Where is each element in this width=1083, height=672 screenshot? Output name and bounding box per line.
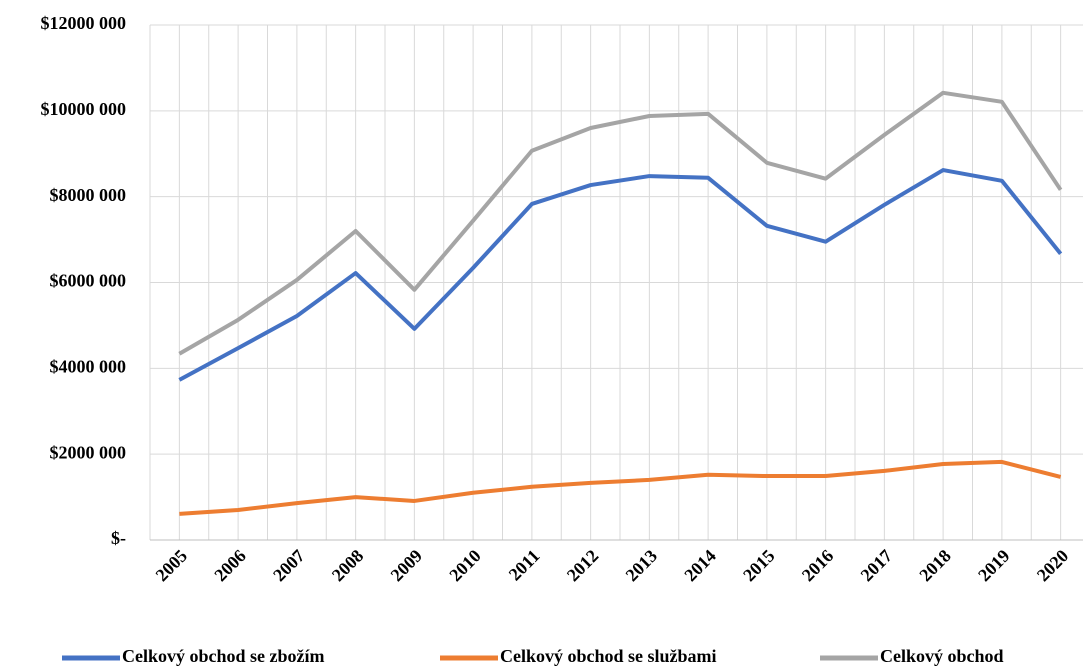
series-line — [178, 168, 1063, 382]
y-tick-label: $12000 000 — [41, 13, 127, 33]
legend-label: Celkový obchod — [880, 646, 1004, 666]
x-tick-label: 2006 — [210, 546, 250, 586]
legend-label: Celkový obchod se zbožím — [122, 646, 325, 666]
x-tick-label: 2010 — [445, 546, 485, 586]
legend-label: Celkový obchod se službami — [500, 646, 717, 666]
legend-item: Celkový obchod se zbožím — [62, 646, 325, 666]
x-tick-label: 2014 — [680, 546, 720, 586]
x-tick-label: 2005 — [152, 546, 192, 586]
x-tick-label: 2019 — [974, 546, 1014, 586]
y-tick-label: $6000 000 — [50, 271, 127, 291]
y-tick-label: $- — [111, 528, 126, 548]
x-tick-label: 2008 — [328, 546, 368, 586]
x-tick-label: 2020 — [1033, 546, 1073, 586]
x-tick-label: 2016 — [798, 546, 838, 586]
legend-item: Celkový obchod se službami — [440, 646, 717, 666]
legend-item: Celkový obchod — [820, 646, 1004, 666]
x-tick-label: 2007 — [269, 546, 309, 586]
y-tick-label: $4000 000 — [50, 356, 127, 376]
x-tick-label: 2015 — [739, 546, 779, 586]
y-tick-label: $8000 000 — [50, 185, 127, 205]
y-tick-label: $10000 000 — [41, 99, 127, 119]
x-tick-label: 2012 — [563, 546, 603, 586]
x-tick-label: 2013 — [622, 546, 662, 586]
y-tick-label: $2000 000 — [50, 442, 127, 462]
x-tick-label: 2011 — [505, 546, 544, 585]
series-line — [179, 459, 1062, 516]
x-tick-label: 2017 — [857, 546, 897, 586]
x-tick-label: 2009 — [387, 546, 427, 586]
x-tick-label: 2018 — [915, 546, 955, 586]
series-line — [178, 90, 1063, 356]
